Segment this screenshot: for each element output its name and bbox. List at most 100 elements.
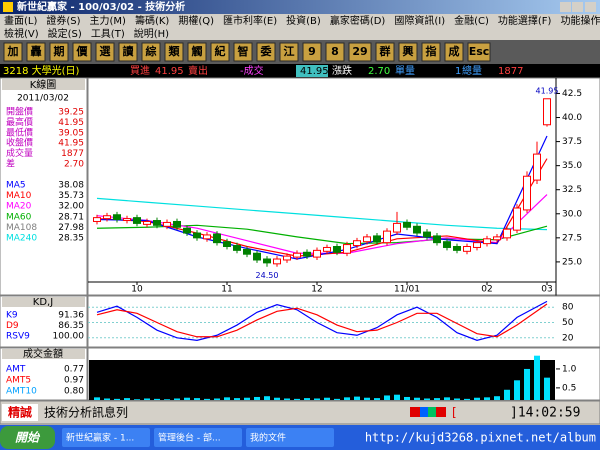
menu-item[interactable]: 功能操作(F) — [560, 14, 600, 27]
volume-bar — [274, 397, 280, 400]
x-tick-label: 03 — [541, 285, 552, 295]
toolbar-button[interactable] — [72, 42, 92, 62]
toolbar-label: 智 — [238, 44, 249, 58]
quote-field: 1 — [455, 66, 461, 77]
toolbar-button[interactable] — [256, 42, 276, 62]
volume-bar — [544, 377, 550, 400]
volume-bar — [344, 397, 350, 400]
info-value: 41.95 — [58, 139, 84, 149]
toolbar-button[interactable] — [118, 42, 138, 62]
ma-value: 28.71 — [58, 212, 84, 222]
volume-bar — [294, 398, 300, 400]
candle-body — [243, 248, 251, 255]
kd-line — [96, 303, 548, 338]
quote-field: 1877 — [498, 66, 523, 77]
candle-body — [103, 215, 111, 220]
menu-item[interactable]: 檢視(V) — [4, 27, 39, 40]
toolbar-button[interactable] — [279, 42, 299, 62]
toolbar-button[interactable] — [141, 42, 161, 62]
toolbar-button[interactable] — [348, 42, 372, 62]
toolbar-label: 委 — [260, 44, 273, 58]
toolbar-label: 綜 — [146, 44, 157, 58]
menu-item[interactable]: 主力(M) — [90, 14, 127, 27]
y-tick-label: 0.5 — [562, 383, 576, 393]
candle-body — [143, 220, 151, 225]
toolbar-label: 興 — [403, 44, 414, 58]
candle-body — [353, 240, 361, 247]
min-button[interactable] — [560, 2, 571, 12]
menu-item[interactable]: 金融(C) — [454, 14, 489, 27]
toolbar-label: 指 — [426, 44, 437, 58]
toolbar-button[interactable] — [398, 42, 418, 62]
toolbar-button[interactable] — [95, 42, 115, 62]
amt-value: 0.97 — [64, 376, 84, 386]
task-button[interactable] — [154, 428, 242, 447]
toolbar-button[interactable] — [26, 42, 46, 62]
toolbar-label: Esc — [469, 45, 490, 58]
menu-item[interactable]: 工具(T) — [91, 28, 125, 40]
info-value: 2.70 — [64, 160, 84, 170]
toolbar-button[interactable] — [375, 42, 395, 62]
candle-body — [333, 246, 341, 253]
panel-header: K線圖 — [30, 78, 57, 91]
quote-field: 賣出 — [188, 64, 208, 77]
menu-item[interactable]: 功能選擇(F) — [498, 14, 552, 27]
toolbar-button[interactable] — [444, 42, 464, 62]
kd-label: RSV9 — [6, 332, 30, 342]
amt-value: 0.80 — [64, 387, 84, 397]
toolbar-button[interactable] — [302, 42, 322, 62]
task-button[interactable] — [246, 428, 334, 447]
toolbar-button[interactable] — [233, 42, 253, 62]
task-button[interactable] — [62, 428, 150, 447]
last-price-box — [296, 65, 328, 77]
volume-bar — [424, 398, 430, 400]
start-button[interactable] — [0, 426, 55, 449]
toolbar-button[interactable] — [49, 42, 69, 62]
candle-body — [543, 98, 551, 126]
toolbar-button[interactable] — [421, 42, 441, 62]
volume-bar — [484, 397, 490, 400]
menu-item[interactable]: 籌碼(K) — [135, 14, 169, 27]
status-icon — [428, 407, 436, 417]
candle-body — [463, 246, 471, 252]
kd-value: 86.35 — [58, 321, 84, 331]
menu-item[interactable]: 說明(H) — [134, 27, 169, 40]
menu-item[interactable]: 畫面(L) — [4, 14, 37, 27]
ma-line — [96, 135, 548, 260]
menu-item[interactable]: 投資(B) — [286, 14, 321, 27]
menu-item[interactable]: 國際資訊(I) — [394, 14, 445, 27]
kd-label: K9 — [6, 311, 18, 321]
ma-value: 35.73 — [58, 191, 84, 201]
close-button[interactable] — [585, 2, 596, 12]
menu-item[interactable]: 期權(Q) — [178, 14, 214, 27]
menu-item[interactable]: 證券(S) — [46, 14, 80, 27]
toolbar-button[interactable] — [164, 42, 184, 62]
menu-item[interactable]: 匯市利率(E) — [223, 14, 277, 27]
candle-body — [493, 236, 501, 241]
status-time: ]14:02:59 — [510, 406, 580, 421]
amt-label: AMT5 — [6, 376, 31, 386]
menu-item[interactable]: 贏家密碼(D) — [330, 14, 386, 27]
ma-label: MA5 — [6, 181, 26, 191]
info-label: 差 — [6, 158, 15, 170]
toolbar-button[interactable] — [467, 42, 491, 62]
volume-bar — [214, 398, 220, 400]
candle-body — [213, 233, 221, 244]
task-label: 管理後台 - 部... — [158, 432, 221, 444]
max-button[interactable] — [572, 2, 583, 12]
toolbar-button[interactable] — [187, 42, 207, 62]
menu-item[interactable]: 設定(S) — [48, 27, 82, 40]
panel-header: KD,J — [33, 297, 53, 308]
toolbar-button[interactable] — [210, 42, 230, 62]
kd-value: 91.36 — [58, 311, 84, 321]
task-label: 新世紀贏家 - 1... — [66, 432, 134, 444]
volume-bar — [254, 396, 260, 400]
status-bracket: [ — [452, 406, 457, 420]
volume-bar — [454, 398, 460, 400]
toolbar-label: 類 — [168, 44, 181, 58]
toolbar-label: 8 — [331, 45, 339, 58]
toolbar-button[interactable] — [3, 42, 23, 62]
candle-body — [523, 175, 531, 211]
y-tick-label: 80 — [562, 303, 574, 313]
toolbar-button[interactable] — [325, 42, 345, 62]
